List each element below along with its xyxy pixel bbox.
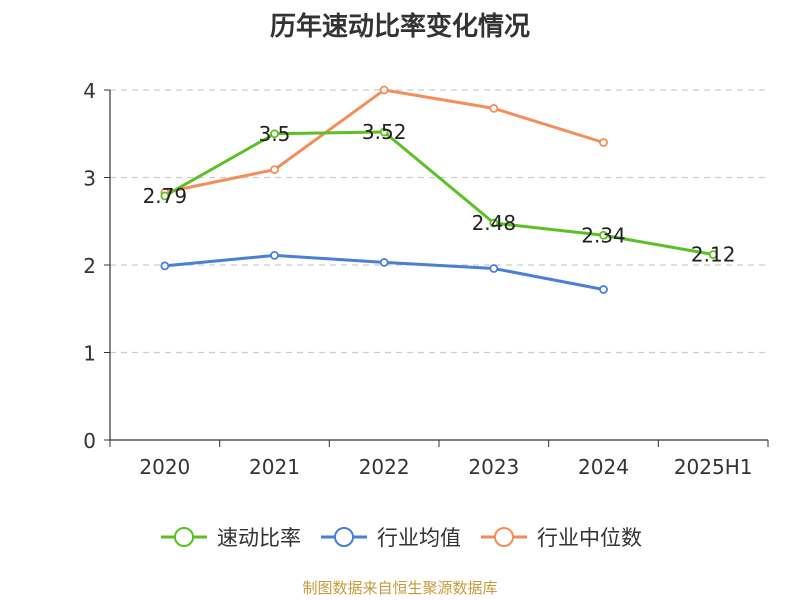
data-point [160, 261, 170, 271]
x-tick-label: 2023 [468, 455, 519, 479]
y-tick-label: 1 [83, 342, 96, 366]
data-point [489, 264, 499, 273]
y-tick-label: 3 [83, 167, 96, 191]
data-point [599, 138, 608, 147]
data-point [599, 230, 608, 240]
chart-title: 历年速动比率变化情况 [269, 12, 530, 42]
series-line [164, 130, 714, 256]
x-tick-label: 2022 [359, 455, 410, 479]
legend-label: 行业均值 [377, 526, 461, 550]
legend-marker [334, 527, 354, 547]
data-point [270, 250, 279, 260]
x-tick-label: 2024 [578, 455, 629, 479]
legend-label: 行业中位数 [537, 526, 642, 550]
data-point [599, 285, 608, 294]
data-point [489, 103, 499, 113]
data-point [270, 129, 279, 139]
data-point [379, 257, 389, 267]
source-note: 制图数据来自恒生聚源数据库 [302, 579, 498, 597]
data-point [160, 191, 170, 201]
data-label: 2.79 [143, 184, 188, 208]
y-tick-label: 0 [83, 429, 96, 453]
data-point [708, 250, 718, 259]
data-point [379, 127, 389, 137]
legend-marker [494, 527, 514, 547]
y-tick-label: 2 [83, 254, 96, 278]
data-label: 2.12 [691, 243, 736, 267]
data-point [379, 85, 389, 95]
x-tick-label: 2025H1 [674, 455, 753, 479]
data-label: 3.52 [362, 120, 407, 144]
data-label: 2.48 [472, 211, 517, 235]
data-label: 2.34 [581, 223, 626, 247]
x-tick-label: 2020 [139, 455, 190, 479]
data-label: 3.5 [259, 122, 291, 146]
legend-label: 速动比率 [217, 526, 301, 550]
y-tick-label: 4 [83, 79, 96, 103]
legend-marker [174, 527, 194, 547]
x-tick-label: 2021 [249, 455, 300, 479]
data-point [270, 165, 279, 175]
data-point [489, 218, 499, 228]
